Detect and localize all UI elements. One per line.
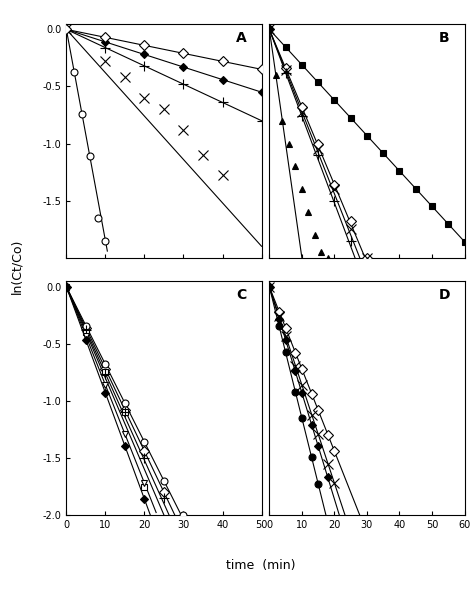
Text: time  (min): time (min) (226, 559, 295, 572)
Text: B: B (439, 31, 450, 45)
Text: D: D (439, 288, 451, 302)
Text: ln(Ct/Co): ln(Ct/Co) (10, 239, 23, 294)
Text: A: A (236, 31, 247, 45)
Text: C: C (236, 288, 246, 302)
